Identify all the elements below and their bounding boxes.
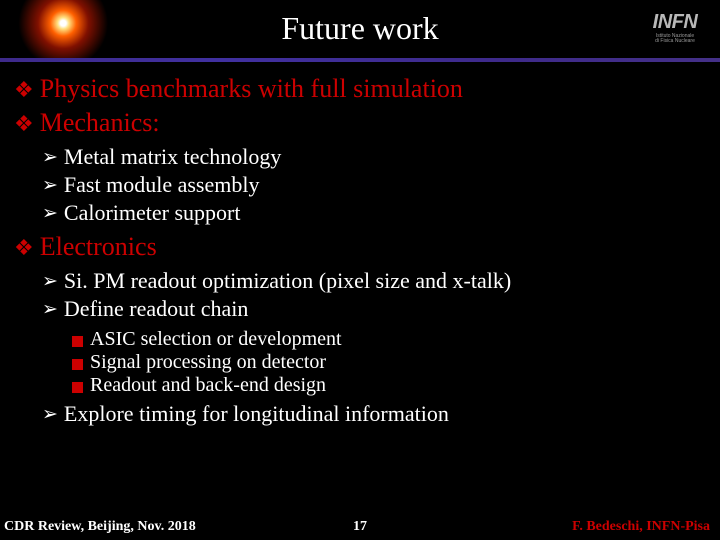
arrow-bullet-icon: ➢ [42,401,58,429]
square-bullet-icon [72,382,83,393]
diamond-bullet-icon: ❖ [14,108,34,140]
bullet-text: Metal matrix technology [64,144,282,170]
bullet-text: Readout and back-end design [90,374,326,397]
bullet-l2: ➢ Define readout chain [42,296,706,324]
diamond-bullet-icon: ❖ [14,232,34,264]
arrow-bullet-icon: ➢ [42,144,58,172]
footer-author: F. Bedeschi, INFN-Pisa [572,519,710,535]
bullet-text: Define readout chain [64,296,248,322]
bullet-l1: ❖ Mechanics: [14,108,706,140]
bullet-l1: ❖ Electronics [14,232,706,264]
bullet-l3: Signal processing on detector [72,351,706,374]
arrow-bullet-icon: ➢ [42,268,58,296]
square-bullet-icon [72,359,83,370]
bullet-text: Signal processing on detector [90,351,326,374]
arrow-bullet-icon: ➢ [42,172,58,200]
diamond-bullet-icon: ❖ [14,74,34,106]
bullet-l2: ➢ Explore timing for longitudinal inform… [42,401,706,429]
bullet-l2: ➢ Metal matrix technology [42,144,706,172]
square-bullet-icon [72,336,83,347]
logo-subtitle-2: di Fisica Nucleare [655,39,695,44]
arrow-bullet-icon: ➢ [42,296,58,324]
bullet-l3: ASIC selection or development [72,328,706,351]
bullet-text: ASIC selection or development [90,328,342,351]
bullet-l2: ➢ Si. PM readout optimization (pixel siz… [42,268,706,296]
bullet-text: Si. PM readout optimization (pixel size … [64,268,511,294]
bullet-l1: ❖ Physics benchmarks with full simulatio… [14,74,706,106]
bullet-l3: Readout and back-end design [72,374,706,397]
bullet-l2: ➢ Fast module assembly [42,172,706,200]
arrow-bullet-icon: ➢ [42,200,58,228]
bullet-text: Electronics [40,232,157,262]
header-separator [0,58,720,62]
bullet-text: Fast module assembly [64,172,260,198]
infn-logo: INFN Istituto Nazionale di Fisica Nuclea… [636,2,714,52]
bullet-l2: ➢ Calorimeter support [42,200,706,228]
logo-text: INFN [653,11,698,34]
slide-content: ❖ Physics benchmarks with full simulatio… [14,74,706,429]
bullet-text: Physics benchmarks with full simulation [40,74,463,104]
slide-title: Future work [0,10,720,47]
bullet-text: Explore timing for longitudinal informat… [64,401,449,427]
bullet-text: Mechanics: [40,108,160,138]
bullet-text: Calorimeter support [64,200,241,226]
